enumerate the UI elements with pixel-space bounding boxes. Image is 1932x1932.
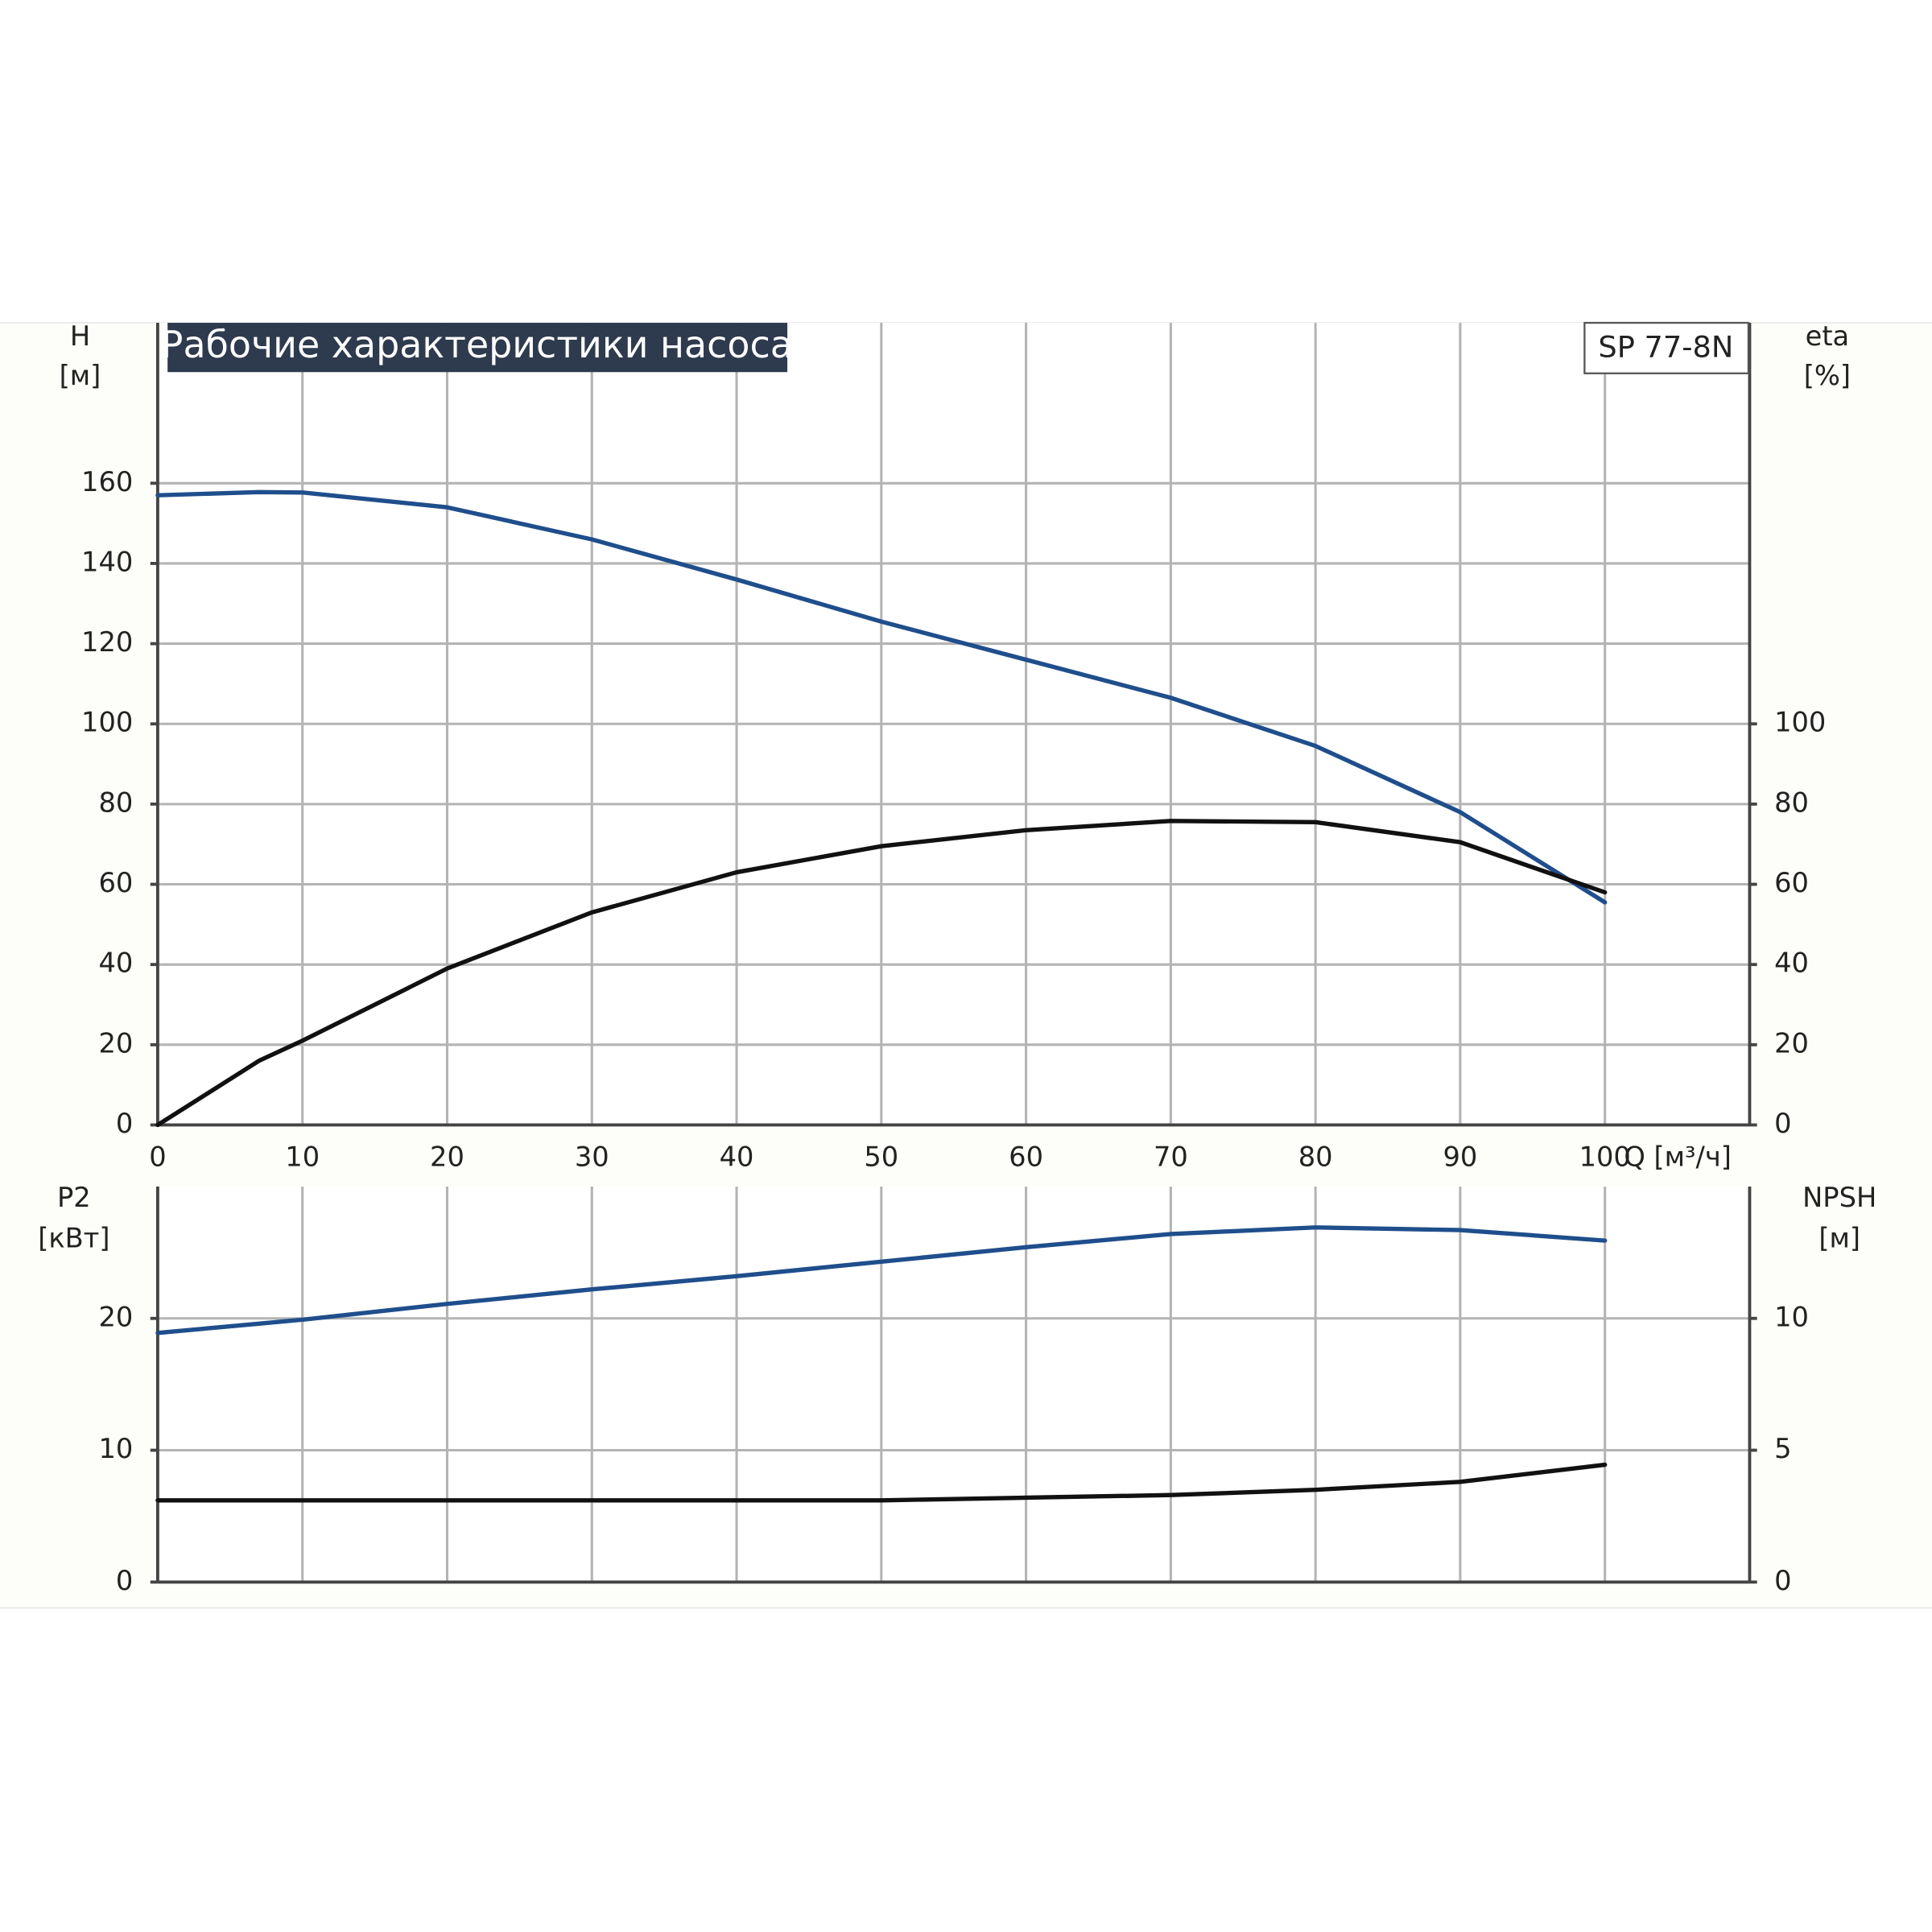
y2-tick-label: 10 <box>1774 1301 1809 1332</box>
y2-tick-label: 20 <box>1774 1027 1809 1059</box>
y2-tick-label: 5 <box>1774 1433 1791 1464</box>
x-tick-label: 0 <box>149 1141 166 1172</box>
y2-axis-label: eta <box>1806 320 1850 352</box>
y2-axis-label: NPSH <box>1802 1182 1876 1213</box>
x-tick-label: 100 <box>1579 1141 1631 1172</box>
title-box <box>167 323 788 373</box>
y-axis-label: H <box>70 320 90 352</box>
y2-tick-label: 100 <box>1774 707 1826 738</box>
y2-tick-label: 0 <box>1774 1565 1791 1596</box>
y-tick-label: 0 <box>116 1565 133 1596</box>
y-tick-label: 20 <box>98 1301 133 1332</box>
series-line <box>155 1462 1608 1503</box>
y2-tick-label: 60 <box>1774 867 1809 898</box>
y2-tick-label: 80 <box>1774 786 1809 818</box>
y-axis-label: P2 <box>57 1182 91 1213</box>
chart-title: Рабочие характеристики насоса <box>161 323 793 366</box>
y-tick-label: 60 <box>98 867 133 898</box>
x-tick-label: 20 <box>430 1141 464 1172</box>
x-axis-label: Q [м³/ч] <box>1624 1141 1732 1172</box>
model-box <box>1583 321 1750 374</box>
y-tick-label: 160 <box>81 466 133 497</box>
y-tick-label: 100 <box>81 707 133 738</box>
y-tick-label: 120 <box>81 626 133 658</box>
x-tick-label: 30 <box>575 1141 609 1172</box>
y-tick-label: 140 <box>81 546 133 577</box>
y2-tick-label: 40 <box>1774 947 1809 979</box>
plot-layer <box>150 323 1757 1584</box>
x-tick-label: 90 <box>1443 1141 1478 1172</box>
x-tick-label: 40 <box>720 1141 754 1172</box>
y-tick-label: 0 <box>116 1108 133 1139</box>
y-axis-unit: [кВт] <box>38 1222 109 1253</box>
y-tick-label: 10 <box>98 1433 133 1464</box>
x-tick-label: 10 <box>285 1141 320 1172</box>
model-label: SP 77-8N <box>1598 330 1733 365</box>
y2-axis-unit: [%] <box>1804 360 1851 391</box>
series-line <box>155 1225 1608 1335</box>
y-tick-label: 20 <box>98 1027 133 1059</box>
series-line <box>155 819 1608 1128</box>
y2-axis-unit: [м] <box>1818 1222 1860 1253</box>
y2-tick-label: 0 <box>1774 1108 1791 1139</box>
x-tick-label: 80 <box>1298 1141 1333 1172</box>
x-tick-label: 50 <box>864 1141 898 1172</box>
x-tick-label: 70 <box>1154 1141 1188 1172</box>
y-tick-label: 40 <box>98 947 133 979</box>
x-tick-label: 60 <box>1009 1141 1043 1172</box>
series-line <box>155 489 1608 905</box>
y-tick-label: 80 <box>98 786 133 818</box>
plot-area <box>157 1186 1750 1583</box>
y-axis-unit: [м] <box>60 360 101 391</box>
